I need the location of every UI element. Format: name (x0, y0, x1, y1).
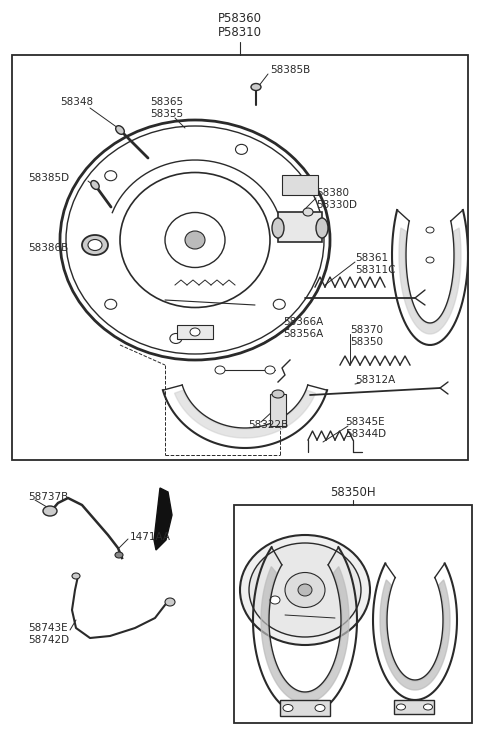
Ellipse shape (272, 218, 284, 238)
Ellipse shape (190, 328, 200, 336)
Ellipse shape (43, 506, 57, 516)
Ellipse shape (105, 299, 117, 309)
Ellipse shape (72, 573, 80, 579)
Ellipse shape (165, 598, 175, 606)
Text: 58380: 58380 (316, 188, 349, 198)
Bar (270, 394, 286, 426)
Text: 58312A: 58312A (355, 375, 395, 385)
Text: P58360: P58360 (218, 12, 262, 24)
Ellipse shape (91, 181, 99, 189)
Bar (394, 700, 434, 714)
Bar (177, 325, 213, 339)
Ellipse shape (283, 704, 293, 711)
Ellipse shape (88, 240, 102, 251)
Ellipse shape (285, 573, 325, 608)
Polygon shape (380, 580, 450, 690)
Text: P58310: P58310 (218, 27, 262, 39)
Ellipse shape (315, 704, 325, 711)
Text: 58361: 58361 (355, 253, 388, 263)
Text: 58737B: 58737B (28, 492, 68, 502)
Bar (282, 175, 318, 195)
Ellipse shape (185, 231, 205, 249)
Ellipse shape (105, 171, 117, 181)
Text: 58344D: 58344D (345, 429, 386, 439)
Text: 58370: 58370 (350, 325, 383, 335)
Text: 58311C: 58311C (355, 265, 396, 275)
Text: 58365: 58365 (150, 97, 183, 107)
Text: 58742D: 58742D (28, 635, 69, 645)
Ellipse shape (251, 84, 261, 90)
Ellipse shape (272, 390, 284, 398)
Bar (234, 505, 472, 723)
Ellipse shape (265, 366, 275, 374)
Text: 1471AA: 1471AA (130, 532, 171, 542)
Text: 58350: 58350 (350, 337, 383, 347)
Text: 58322B: 58322B (248, 420, 288, 430)
Polygon shape (154, 488, 172, 550)
Ellipse shape (249, 543, 361, 637)
Text: 58356A: 58356A (283, 329, 323, 339)
Ellipse shape (426, 257, 434, 263)
Ellipse shape (273, 299, 285, 309)
Ellipse shape (426, 227, 434, 233)
Ellipse shape (82, 235, 108, 255)
Ellipse shape (316, 218, 328, 238)
Ellipse shape (215, 366, 225, 374)
Text: 58330D: 58330D (316, 200, 357, 210)
Ellipse shape (423, 704, 432, 710)
Ellipse shape (170, 334, 182, 343)
Polygon shape (261, 567, 349, 703)
Text: 58350H: 58350H (330, 486, 376, 500)
Polygon shape (399, 228, 461, 334)
Text: 58348: 58348 (60, 97, 93, 107)
Ellipse shape (284, 185, 296, 195)
Bar (12, 55, 468, 460)
Ellipse shape (116, 126, 124, 135)
Bar (280, 700, 330, 716)
Polygon shape (175, 390, 315, 438)
Ellipse shape (115, 552, 123, 558)
Ellipse shape (303, 208, 313, 216)
Bar (278, 212, 322, 242)
Text: 58345E: 58345E (345, 417, 384, 427)
Text: 58386B: 58386B (28, 243, 68, 253)
Ellipse shape (396, 704, 406, 710)
Text: 58366A: 58366A (283, 317, 323, 327)
Text: 58355: 58355 (150, 109, 183, 119)
Text: 58385B: 58385B (270, 65, 310, 75)
Ellipse shape (298, 584, 312, 596)
Text: 58385D: 58385D (28, 173, 69, 183)
Ellipse shape (240, 535, 370, 645)
Ellipse shape (270, 596, 280, 604)
Text: 58743E: 58743E (28, 623, 68, 633)
Ellipse shape (236, 144, 248, 155)
